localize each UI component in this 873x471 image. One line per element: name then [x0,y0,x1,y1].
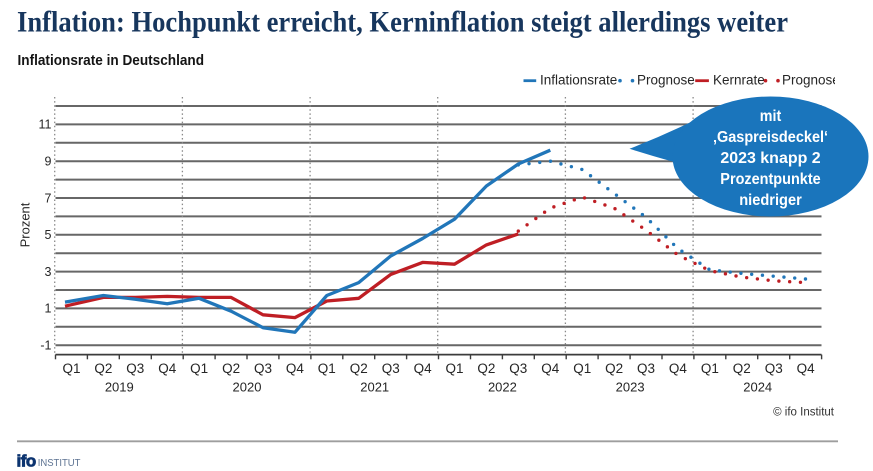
svg-text:Q2: Q2 [222,361,240,376]
svg-text:2023 knapp 2: 2023 knapp 2 [720,150,820,167]
svg-text:5: 5 [45,228,52,242]
svg-text:Kernrate: Kernrate [713,72,765,87]
svg-text:mit: mit [760,108,782,125]
svg-text:Inflationsrate in Deutschland: Inflationsrate in Deutschland [18,53,205,69]
svg-text:Prognose: Prognose [782,72,840,87]
svg-text:Q2: Q2 [350,361,368,376]
svg-text:Prognose: Prognose [637,72,695,87]
svg-text:Q3: Q3 [637,361,655,376]
svg-text:Q1: Q1 [318,361,336,376]
svg-text:Q1: Q1 [445,361,463,376]
svg-text:Q4: Q4 [158,361,177,376]
svg-text:2022: 2022 [488,379,517,394]
svg-text:Q4: Q4 [286,361,305,376]
svg-text:INSTITUT: INSTITUT [38,457,81,469]
svg-text:Q1: Q1 [190,361,208,376]
svg-text:Q3: Q3 [765,361,783,376]
svg-text:‚Gaspreisdeckel‘: ‚Gaspreisdeckel‘ [713,129,828,146]
svg-text:2024: 2024 [743,379,772,394]
svg-text:© ifo Institut: © ifo Institut [773,407,835,419]
svg-text:Q2: Q2 [605,361,623,376]
svg-text:2020: 2020 [233,379,262,394]
svg-text:Q4: Q4 [797,361,816,376]
svg-text:Q1: Q1 [573,361,591,376]
svg-text:Inflationsrate: Inflationsrate [540,72,617,87]
svg-text:Q2: Q2 [94,361,112,376]
svg-text:7: 7 [45,191,52,205]
svg-text:Inflation: Hochpunkt erreicht,: Inflation: Hochpunkt erreicht, Kerninfla… [17,7,788,39]
svg-text:Q3: Q3 [382,361,400,376]
svg-text:9: 9 [45,155,52,169]
svg-text:Q1: Q1 [701,361,719,376]
svg-text:niedriger: niedriger [739,192,802,209]
svg-text:Q3: Q3 [254,361,272,376]
svg-text:Q4: Q4 [414,361,433,376]
svg-text:Q4: Q4 [669,361,688,376]
svg-text:ifo: ifo [17,452,36,471]
svg-text:2019: 2019 [105,379,134,394]
svg-text:2023: 2023 [616,379,645,394]
svg-text:Prozent: Prozent [18,202,33,247]
svg-text:Q3: Q3 [509,361,527,376]
svg-text:Q3: Q3 [126,361,144,376]
svg-text:1: 1 [45,302,52,316]
svg-text:Q4: Q4 [541,361,560,376]
svg-text:Q1: Q1 [62,361,80,376]
svg-text:-1: -1 [40,339,51,353]
svg-text:Q2: Q2 [733,361,751,376]
svg-text:Q2: Q2 [477,361,495,376]
svg-text:2021: 2021 [360,379,389,394]
svg-text:Prozentpunkte: Prozentpunkte [720,171,820,188]
svg-text:3: 3 [45,265,52,279]
svg-text:11: 11 [39,118,52,132]
